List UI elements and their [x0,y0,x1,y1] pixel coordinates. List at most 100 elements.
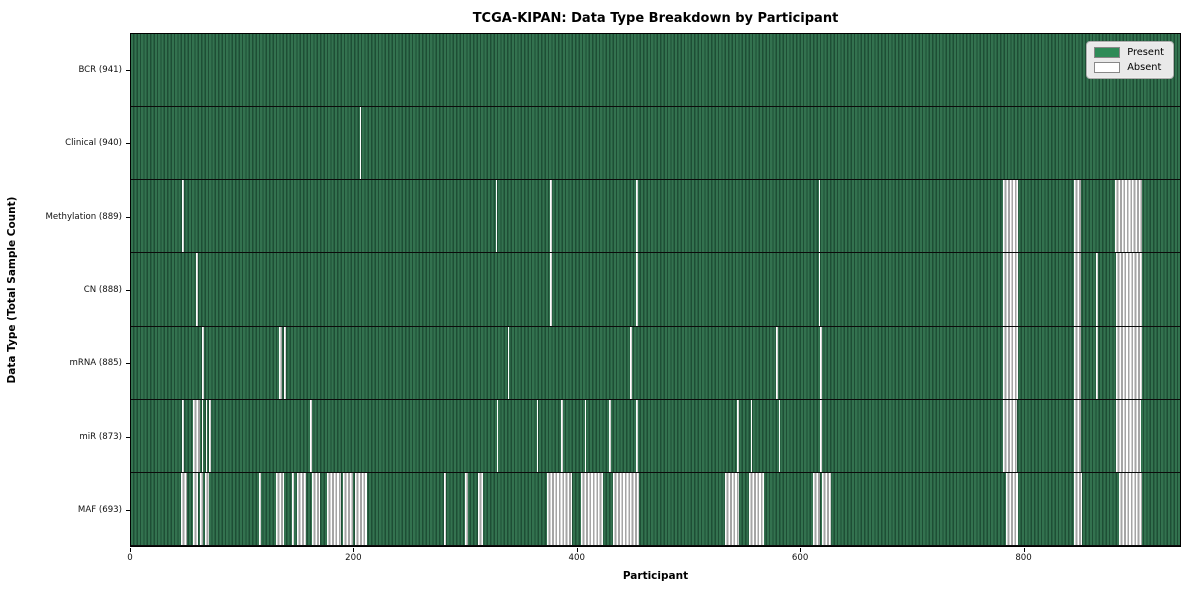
absent-stripe [635,180,638,253]
x-tick-label: 800 [1015,553,1032,563]
absent-stripe [1074,326,1081,399]
y-tick-label: Methylation (889) [45,211,122,222]
absent-stripe [818,253,821,326]
absent-stripe [507,326,510,399]
absent-stripe [819,399,822,472]
absent-stripe [1074,472,1082,545]
absent-stripe [584,399,587,472]
absent-stripe [1002,399,1018,472]
absent-stripe [630,326,633,399]
absent-stripe [581,472,603,545]
absent-stripe [635,399,638,472]
absent-stripe [202,326,205,399]
absent-stripe [291,472,294,545]
absent-stripe [205,472,210,545]
y-tick-label: MAF (693) [77,505,122,516]
absent-stripe [536,399,539,472]
y-tick-label: CN (888) [83,285,122,295]
absent-stripe [737,399,740,472]
absent-stripe [195,253,199,326]
absent-stripe [1115,180,1143,253]
absent-stripe [1074,399,1081,472]
absent-stripe [1096,253,1099,326]
absent-stripe [1074,180,1081,253]
legend-label-present: Present [1127,47,1164,58]
absent-stripe [355,472,368,545]
absent-stripe [342,472,353,545]
absent-stripe [181,472,187,545]
x-tick-label: 200 [345,553,362,563]
x-tick-mark [130,548,131,552]
absent-stripe [199,472,203,545]
heatmap-row-Clinical [131,107,1180,181]
legend-label-absent: Absent [1127,62,1162,73]
heatmap-row-MAF [131,472,1180,546]
absent-stripe [750,399,753,472]
absent-stripe [818,180,821,253]
absent-stripe [778,399,781,472]
x-tick-mark [1023,548,1025,552]
y-tick-label: mRNA (885) [69,358,123,369]
x-tick-label: 0 [127,553,133,563]
absent-stripe [725,472,739,545]
heatmap-row-BCR [131,34,1180,108]
absent-stripe [1006,472,1019,545]
absent-stripe [279,326,283,399]
absent-stripe [182,399,184,472]
absent-stripe [259,472,261,545]
absent-stripe [1002,326,1019,399]
absent-stripe [546,472,573,545]
absent-stripe [444,472,446,545]
absent-stripe [327,472,341,545]
absent-stripe [275,472,284,545]
absent-stripe [822,472,832,545]
chart-title: TCGA-KIPAN: Data Type Breakdown by Parti… [472,11,839,26]
absent-stripe [182,180,184,253]
absent-stripe [193,399,201,472]
x-tick-mark [800,548,802,552]
absent-stripe [813,472,820,545]
absent-stripe [1074,253,1081,326]
heatmap-row-mRNA [131,326,1180,400]
absent-swatch [1094,62,1121,73]
heatmap-row-miR [131,399,1180,473]
y-tick-label: miR (873) [79,431,122,442]
y-tick-mark [126,436,130,438]
y-axis-label: Data Type (Total Sample Count) [6,196,18,384]
plot-area: Present Absent [130,33,1181,547]
absent-stripe [1118,472,1143,545]
present-swatch [1094,47,1121,58]
absent-stripe [550,253,552,326]
absent-stripe [561,399,563,472]
y-tick-label: BCR (941) [78,64,122,75]
legend-item-present: Present [1094,47,1164,58]
absent-stripe [311,472,321,545]
absent-stripe [635,253,638,326]
absent-stripe [359,107,362,180]
absent-stripe [550,180,552,253]
absent-stripe [205,399,208,472]
absent-stripe [1002,253,1019,326]
absent-stripe [776,326,779,399]
y-tick-label: Clinical (940) [65,138,122,149]
absent-stripe [819,326,822,399]
heatmap-row-Methylation [131,180,1180,254]
absent-stripe [209,399,211,472]
y-tick-mark [126,510,130,512]
x-axis-label: Participant [622,570,689,582]
y-tick-mark [126,69,130,71]
x-tick-label: 600 [791,553,809,563]
y-tick-mark [126,363,130,365]
absent-stripe [748,472,765,545]
x-tick-mark [576,548,578,552]
absent-stripe [297,472,306,545]
absent-stripe [1096,326,1099,399]
absent-stripe [496,399,499,472]
y-tick-mark [126,290,130,291]
legend: Present Absent [1086,41,1174,79]
x-tick-label: 400 [568,553,585,563]
x-tick-mark [353,548,355,552]
absent-stripe [1116,326,1143,399]
y-tick-mark [126,216,130,218]
